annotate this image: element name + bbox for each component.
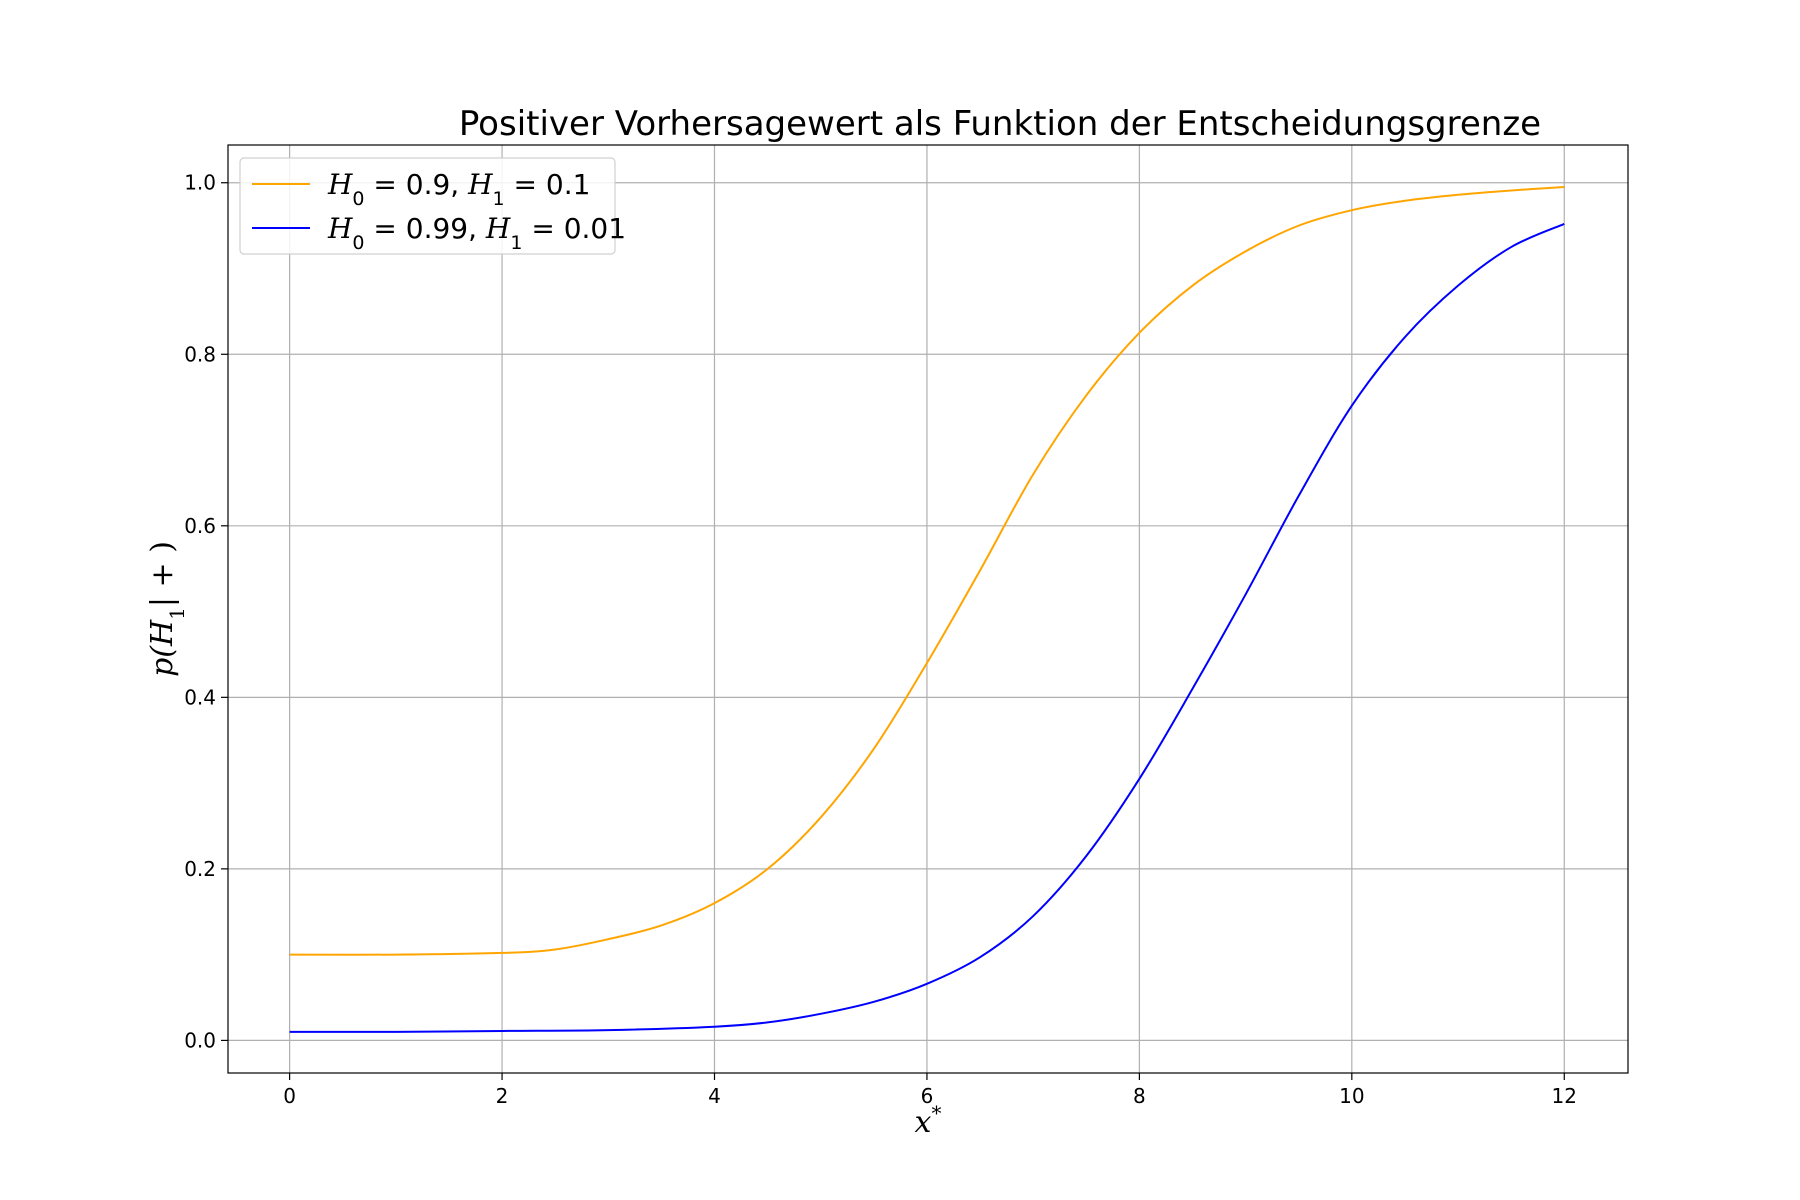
grid bbox=[228, 145, 1628, 1073]
legend: H0 = 0.9, H1 = 0.1H0 = 0.99, H1 = 0.01 bbox=[239, 157, 626, 255]
x-tick-label: 10 bbox=[1339, 1084, 1364, 1108]
series-line-0 bbox=[289, 186, 1565, 956]
x-axis-label: x* bbox=[915, 1101, 942, 1140]
x-tick-label: 4 bbox=[708, 1084, 721, 1108]
y-tick-label: 0.6 bbox=[184, 514, 216, 538]
x-tick-label: 8 bbox=[1133, 1084, 1146, 1108]
axis-labels: x* p(H1| + ) bbox=[145, 541, 941, 1140]
y-tick-label: 0.8 bbox=[184, 342, 216, 366]
legend-label-1: H0 = 0.99, H1 = 0.01 bbox=[327, 212, 626, 254]
ticks: 0 2 4 6 8 10 12 0.0 0.2 0.4 0.6 0.8 1.0 bbox=[184, 171, 1577, 1108]
y-tick-label: 0.0 bbox=[184, 1028, 216, 1052]
legend-box bbox=[239, 157, 616, 255]
x-tick-label: 2 bbox=[496, 1084, 509, 1108]
x-tick-label: 0 bbox=[283, 1084, 296, 1108]
x-tick-label: 12 bbox=[1552, 1084, 1577, 1108]
legend-label-0: H0 = 0.9, H1 = 0.1 bbox=[327, 168, 590, 210]
series-layer bbox=[289, 186, 1565, 1033]
chart-title: Positiver Vorhersagewert als Funktion de… bbox=[459, 104, 1541, 144]
plot-frame bbox=[227, 144, 1629, 1074]
y-tick-label: 0.4 bbox=[184, 685, 216, 709]
x-tick-label: 6 bbox=[921, 1084, 934, 1108]
series-line-1 bbox=[289, 222, 1565, 1033]
y-tick-label: 0.2 bbox=[184, 857, 216, 881]
y-axis-label: p(H1| + ) bbox=[145, 541, 189, 677]
y-tick-label: 1.0 bbox=[184, 171, 216, 195]
